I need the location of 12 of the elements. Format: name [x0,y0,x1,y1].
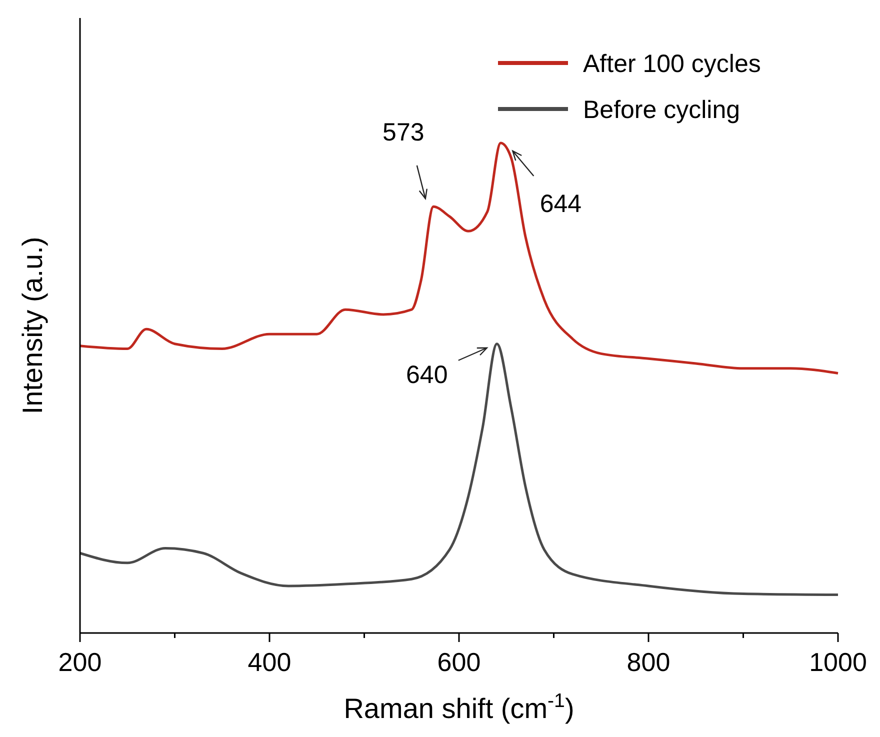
x-tick-label: 600 [437,647,481,677]
legend-label: Before cycling [583,96,740,124]
x-axis-title: Raman shift (cm$^{-1}$) [344,690,574,724]
x-tick-label: 200 [58,647,102,677]
y-axis-title: Intensity (a.u.) [17,236,48,414]
annotation: 573 [382,118,424,147]
x-tick-label: 800 [626,647,670,677]
x-tick-label: 1000 [809,647,867,677]
annotation: 644 [540,190,582,218]
legend-label: After 100 cycles [583,50,761,78]
annotation: 640 [406,360,448,389]
x-tick-label: 400 [248,647,292,677]
